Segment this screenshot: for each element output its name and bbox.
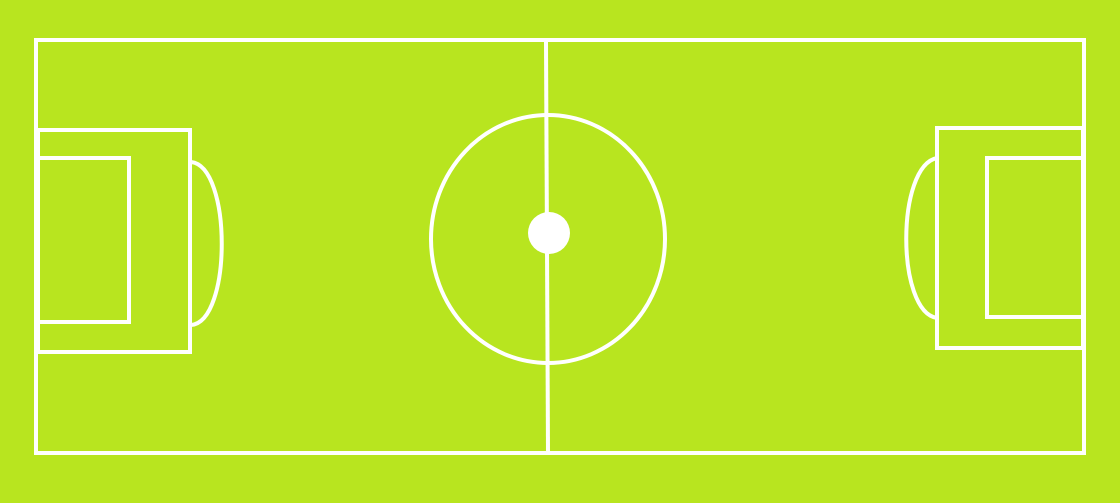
left-goal-area	[36, 156, 131, 324]
right-penalty-arc	[904, 156, 938, 320]
right-goal-area	[985, 156, 1085, 319]
center-circle	[429, 113, 667, 365]
center-spot	[528, 212, 570, 254]
left-penalty-arc	[190, 160, 224, 327]
